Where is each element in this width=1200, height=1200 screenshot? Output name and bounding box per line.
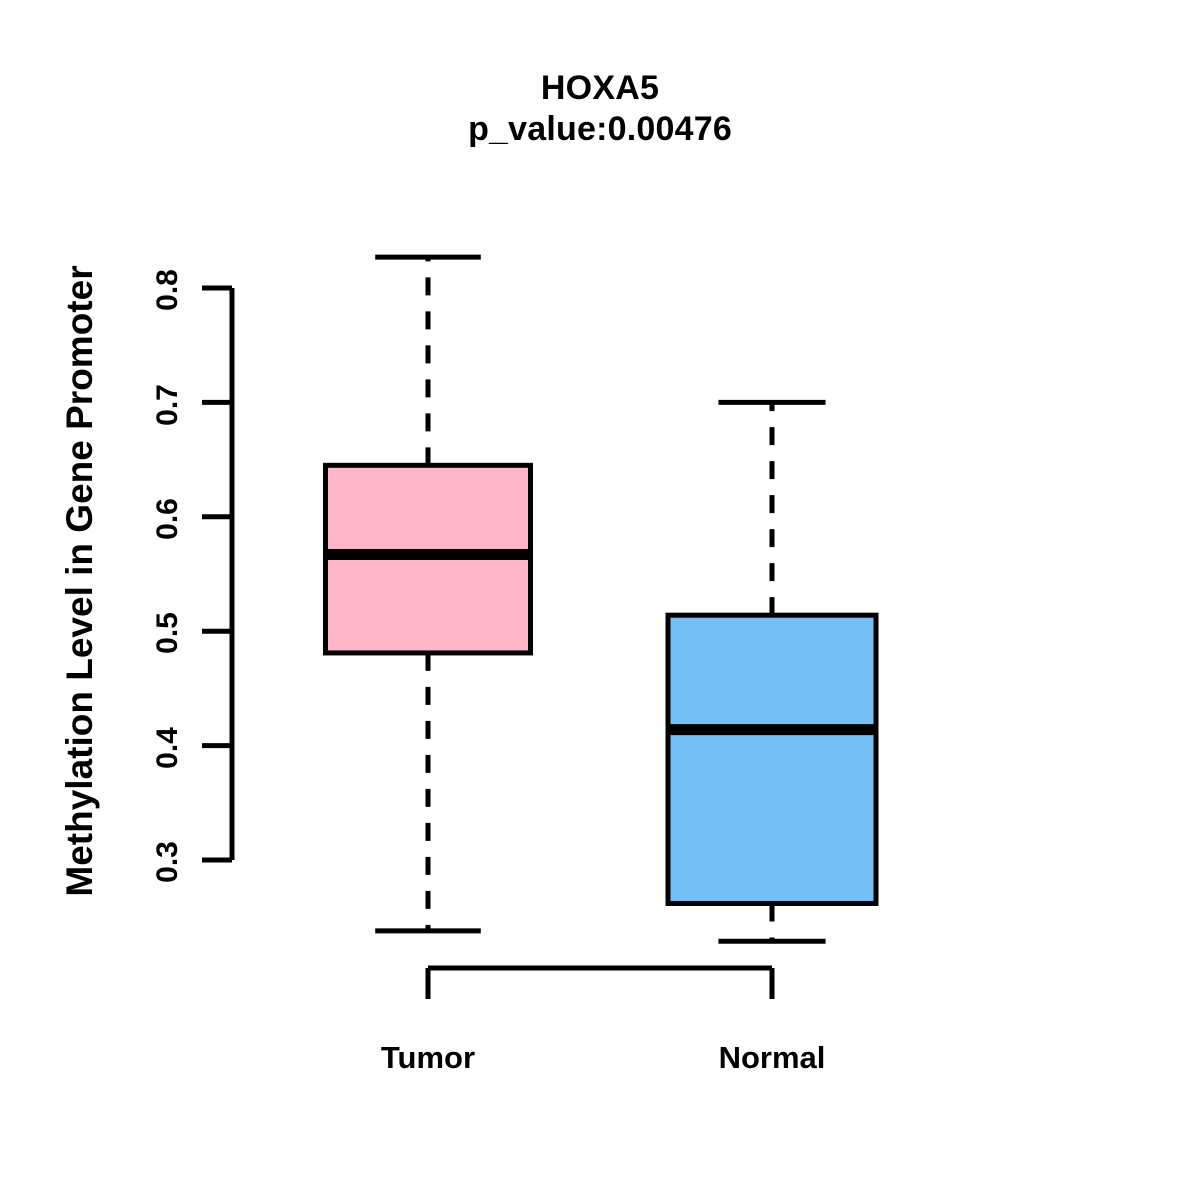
chart-subtitle-pvalue: p_value:0.00476 — [468, 110, 732, 149]
box-group-normal[interactable] — [665, 399, 879, 944]
page-title: HOXA5 — [540, 69, 660, 107]
chart-title-block: HOXA5 p_value:0.00476 — [0, 68, 1200, 151]
x-axis-bracket — [425, 965, 775, 999]
box-normal[interactable] — [665, 612, 879, 906]
x-tick-label-normal: Normal — [718, 1040, 826, 1075]
box-group-tumor[interactable] — [323, 254, 533, 934]
x-tick-label-tumor: Tumor — [380, 1040, 476, 1075]
